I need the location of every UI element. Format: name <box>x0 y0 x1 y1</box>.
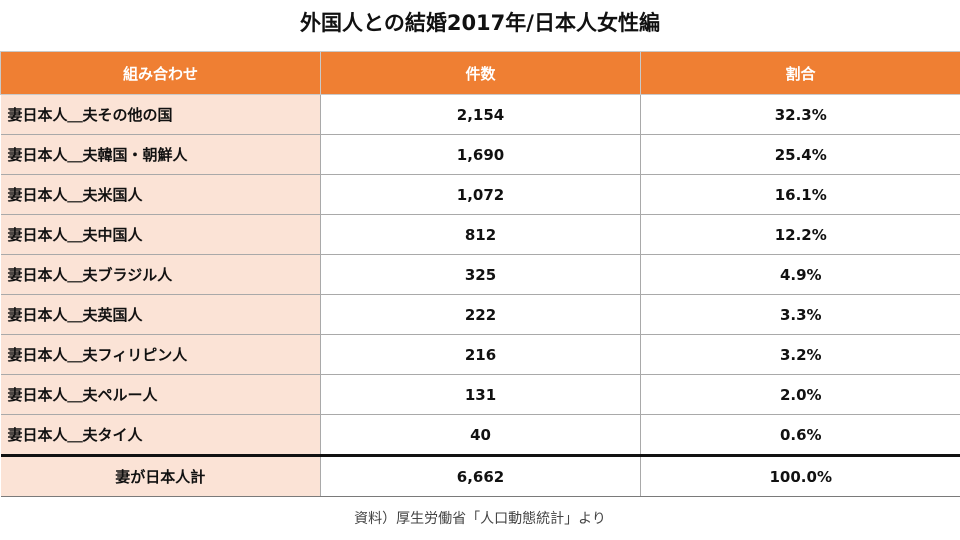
combination-cell: 妻日本人＿夫中国人 <box>0 214 321 255</box>
share-cell: 25.4% <box>640 134 960 175</box>
combination-cell: 妻日本人＿夫ペルー人 <box>0 374 321 415</box>
count-cell: 2,154 <box>320 94 641 135</box>
share-cell: 16.1% <box>640 174 960 215</box>
table-row: 妻日本人＿夫英国人 222 3.3% <box>0 294 960 335</box>
combination-cell: 妻日本人＿夫米国人 <box>0 174 321 215</box>
page-title: 外国人との結婚2017年/日本人女性編 <box>300 11 660 35</box>
share-cell: 4.9% <box>640 254 960 295</box>
share-cell: 32.3% <box>640 94 960 135</box>
table-row: 妻日本人＿夫フィリピン人 216 3.2% <box>0 334 960 375</box>
source-note: 資料）厚生労働省「人口動態統計」より <box>354 511 606 527</box>
count-cell: 131 <box>320 374 641 415</box>
column-header-combination: 組み合わせ <box>0 51 321 95</box>
column-header-count: 件数 <box>320 51 641 95</box>
combination-cell: 妻日本人＿夫フィリピン人 <box>0 334 321 375</box>
table-row: 妻日本人＿夫その他の国 2,154 32.3% <box>0 94 960 135</box>
total-share: 100.0% <box>640 454 960 497</box>
total-label: 妻が日本人計 <box>0 454 321 497</box>
table-row: 妻日本人＿夫韓国・朝鮮人 1,690 25.4% <box>0 134 960 175</box>
count-cell: 325 <box>320 254 641 295</box>
column-header-share: 割合 <box>640 51 960 95</box>
table-row: 妻日本人＿夫ペルー人 131 2.0% <box>0 374 960 415</box>
table-row: 妻日本人＿夫タイ人 40 0.6% <box>0 414 960 456</box>
count-cell: 812 <box>320 214 641 255</box>
share-cell: 0.6% <box>640 414 960 456</box>
share-cell: 2.0% <box>640 374 960 415</box>
combination-cell: 妻日本人＿夫英国人 <box>0 294 321 335</box>
table-row: 妻日本人＿夫米国人 1,072 16.1% <box>0 174 960 215</box>
combination-cell: 妻日本人＿夫ブラジル人 <box>0 254 321 295</box>
table-body: 妻日本人＿夫その他の国 2,154 32.3% 妻日本人＿夫韓国・朝鮮人 1,690 25… <box>0 94 960 497</box>
total-row: 妻が日本人計 6,662 100.0% <box>0 454 960 497</box>
share-cell: 3.3% <box>640 294 960 335</box>
table-row: 妻日本人＿夫ブラジル人 325 4.9% <box>0 254 960 295</box>
combination-cell: 妻日本人＿夫その他の国 <box>0 94 321 135</box>
combination-cell: 妻日本人＿夫タイ人 <box>0 414 321 456</box>
share-cell: 12.2% <box>640 214 960 255</box>
total-count: 6,662 <box>320 454 641 497</box>
count-cell: 1,690 <box>320 134 641 175</box>
marriage-table: 組み合わせ 件数 割合 妻日本人＿夫その他の国 2,154 32.3% 妻日本人＿夫韓… <box>0 51 960 497</box>
share-cell: 3.2% <box>640 334 960 375</box>
combination-cell: 妻日本人＿夫韓国・朝鮮人 <box>0 134 321 175</box>
count-cell: 40 <box>320 414 641 456</box>
count-cell: 216 <box>320 334 641 375</box>
table-row: 妻日本人＿夫中国人 812 12.2% <box>0 214 960 255</box>
count-cell: 222 <box>320 294 641 335</box>
header-row: 組み合わせ 件数 割合 <box>0 51 960 95</box>
count-cell: 1,072 <box>320 174 641 215</box>
